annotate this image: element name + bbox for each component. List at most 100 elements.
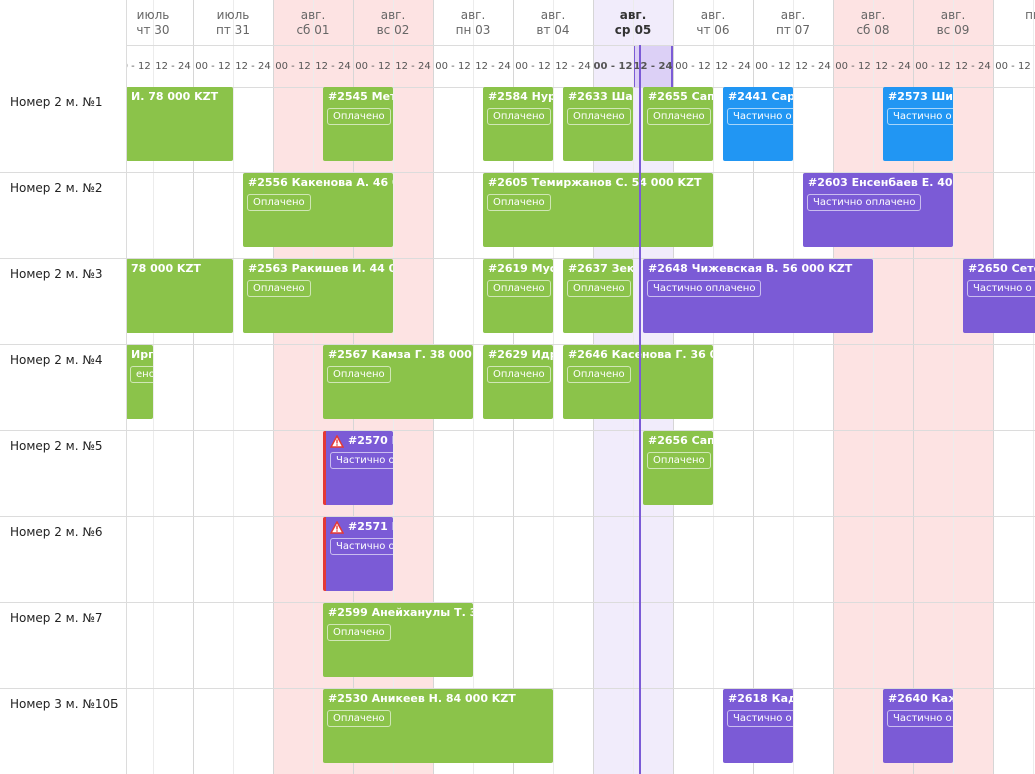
booking-title: #2640 Кажи (888, 692, 953, 705)
month: авг. (700, 8, 726, 22)
grid-vertical (913, 0, 914, 774)
status-pill: Оплачено (327, 624, 391, 641)
status-pill: Частично оплачено (647, 280, 762, 297)
booking-title: #2629 Идри (488, 348, 553, 361)
month: июль (136, 8, 170, 22)
room-name: Номер 2 м. №2 (10, 181, 103, 195)
booking[interactable]: #2599 Анейханулы Т. 38 Оплачено (323, 603, 473, 677)
booking-title: #2619 Муса (488, 262, 553, 275)
grid-vertical (153, 0, 154, 774)
room-name: Номер 2 м. №4 (10, 353, 103, 367)
month: авг. (380, 8, 406, 22)
status-pill: Оплачено (567, 280, 631, 297)
room-panel (0, 0, 127, 774)
booking[interactable]: #2655 Сапи Оплачено (643, 87, 713, 161)
booking[interactable]: #2530 Аникеев Н. 84 000 KZT Оплачено (323, 689, 553, 763)
status-pill: Оплачено (327, 108, 391, 125)
booking-title: #2637 Зеке (568, 262, 633, 275)
booking-title: #2648 Чижевская В. 56 000 KZT (648, 262, 853, 275)
grid-vertical (553, 0, 554, 774)
day-header: авг. сб 01 (273, 8, 353, 38)
status-pill: Частично о (967, 280, 1035, 297)
booking[interactable]: 78 000 KZT (126, 259, 233, 333)
grid-vertical (953, 0, 954, 774)
month: авг. (619, 8, 647, 22)
booking-title: #2650 Сете (968, 262, 1035, 275)
booking-title: #2633 Шам (568, 90, 633, 103)
booking[interactable]: #2629 Идри Оплачено (483, 345, 553, 419)
day-header: авг. вс 09 (913, 8, 993, 38)
grid-vertical (273, 0, 274, 774)
booking-title: #2441 Сарк (728, 90, 793, 103)
booking[interactable]: #2619 Муса Оплачено (483, 259, 553, 333)
day-header: июль пт 31 (193, 8, 273, 38)
month: авг. (860, 8, 886, 22)
status-pill: Оплачено (327, 366, 391, 383)
booking-title: #2656 Сапи (648, 434, 713, 447)
day-header: авг. вт 04 (513, 8, 593, 38)
month: авг. (940, 8, 966, 22)
booking[interactable]: #2650 Сете Частично о (963, 259, 1035, 333)
slot-label: 00 - 12 (995, 61, 1031, 72)
booking[interactable]: #2573 Шика Частично о (883, 87, 953, 161)
booking-title: #2530 Аникеев Н. 84 000 KZT (328, 692, 516, 705)
booking[interactable]: #2584 Нурб Оплачено (483, 87, 553, 161)
room-name: Номер 2 м. №7 (10, 611, 103, 625)
slot-label: 12 - 24 (395, 61, 431, 72)
booking[interactable]: #2571 Б Частично о (323, 517, 393, 591)
day: пт 31 (216, 23, 250, 37)
day: пн (1025, 8, 1035, 22)
booking[interactable]: #2563 Ракишев И. 44 000 Оплачено (243, 259, 393, 333)
room-divider (0, 602, 126, 603)
booking-title: #2567 Камза Г. 38 000 KZ (328, 348, 473, 361)
booking[interactable]: #2441 Сарк Частично о (723, 87, 793, 161)
booking-title: #2603 Енсенбаев Е. 40 00 (808, 176, 953, 189)
status-pill: Частично о (727, 710, 793, 727)
booking[interactable]: #2567 Камза Г. 38 000 KZ Оплачено (323, 345, 473, 419)
grid-vertical (713, 0, 714, 774)
booking-title: #2584 Нурб (488, 90, 553, 103)
day: сб 01 (296, 23, 330, 37)
grid-vertical (233, 0, 234, 774)
grid-vertical (1033, 0, 1034, 774)
grid-vertical (833, 0, 834, 774)
month: авг. (780, 8, 806, 22)
grid-vertical (873, 0, 874, 774)
slot-label: 00 - 12 (275, 61, 311, 72)
slot-label: 00 - 12 (915, 61, 951, 72)
booking[interactable]: И. 78 000 KZT (126, 87, 233, 161)
status-pill: Оплачено (247, 280, 311, 297)
room-divider (0, 430, 126, 431)
booking[interactable]: #2640 Кажи Частично о (883, 689, 953, 763)
booking[interactable]: #2648 Чижевская В. 56 000 KZT Частично оп… (643, 259, 873, 333)
status-pill: Оплачено (567, 366, 631, 383)
slot-label: 00 - 12 (115, 61, 151, 72)
day-header: авг. чт 06 (673, 8, 753, 38)
booking[interactable]: #2656 Сапи Оплачено (643, 431, 713, 505)
status-pill: Оплачено (487, 366, 551, 383)
booking[interactable]: #2618 Кады Частично о (723, 689, 793, 763)
booking[interactable]: #2603 Енсенбаев Е. 40 00 Частично оплачен… (803, 173, 953, 247)
day: ср 05 (614, 23, 652, 37)
status-pill: Оплачено (327, 710, 391, 727)
slot-label: 00 - 12 (835, 61, 871, 72)
status-pill: ено (130, 366, 153, 383)
slot-label: 00 - 12 (755, 61, 791, 72)
booking[interactable]: #2545 Мете Оплачено (323, 87, 393, 161)
booking[interactable]: #2556 Какенова А. 46 000 Оплачено (243, 173, 393, 247)
booking[interactable]: #2637 Зеке Оплачено (563, 259, 633, 333)
day: вс 02 (376, 23, 410, 37)
slot-label: 12 - 24 (633, 61, 673, 72)
booking[interactable]: #2605 Темиржанов С. 54 000 KZT Оплачено (483, 173, 713, 247)
status-pill: Частично о (330, 452, 393, 469)
booking[interactable]: #2570 Б Частично о (323, 431, 393, 505)
booking-title: #2618 Кады (728, 692, 793, 705)
slot-label: 12 - 24 (795, 61, 831, 72)
grid-vertical (473, 0, 474, 774)
day-header: авг. сб 08 (833, 8, 913, 38)
booking[interactable]: #2633 Шам Оплачено (563, 87, 633, 161)
grid-vertical (993, 0, 994, 774)
